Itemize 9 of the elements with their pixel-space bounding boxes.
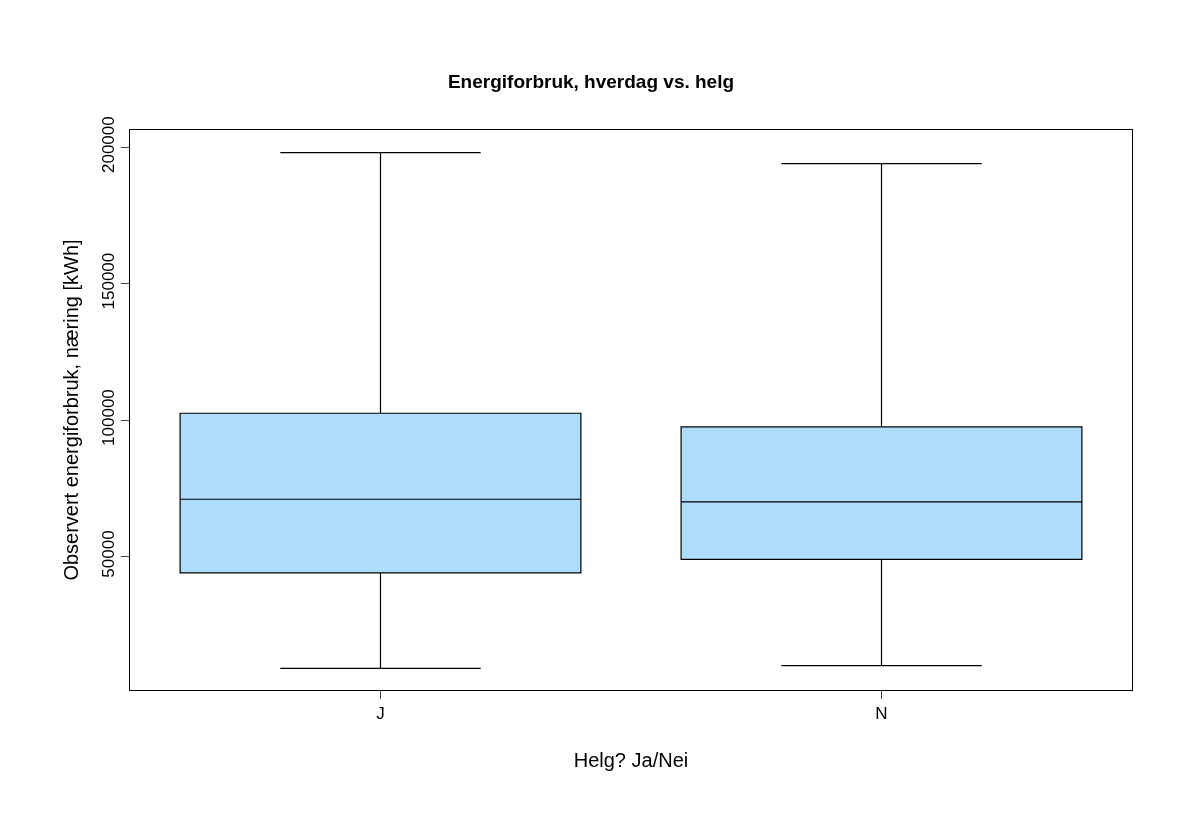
y-axis-title: Observert energiforbruk, næring [kWh]	[59, 239, 82, 581]
chart-title: Energiforbruk, hverdag vs. helg	[447, 71, 735, 92]
x-tick-label: N	[875, 704, 888, 724]
x-tick-label: J	[376, 704, 385, 724]
y-tick-label: 150000	[99, 252, 119, 310]
y-tick-label: 50000	[99, 530, 119, 578]
y-tick-label: 100000	[99, 389, 119, 446]
x-axis-title: Helg? Ja/Nei	[573, 748, 689, 771]
y-tick-label: 200000	[99, 116, 119, 174]
